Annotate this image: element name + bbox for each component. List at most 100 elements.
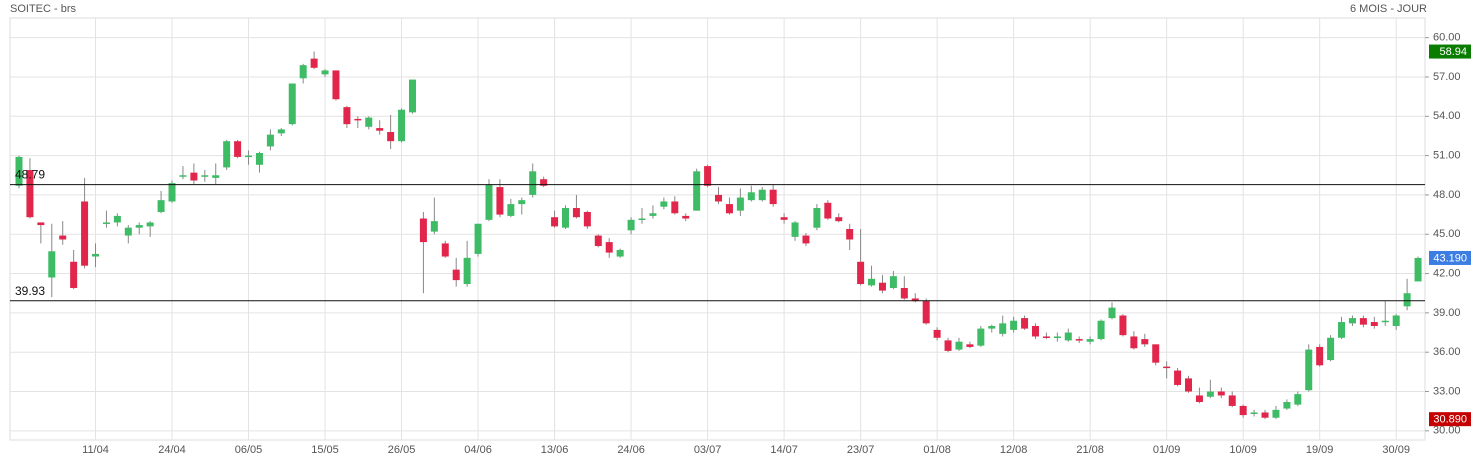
candle-body [846,229,854,240]
candle-body [463,257,471,285]
candle-body [266,134,274,147]
candle-body [1392,315,1400,326]
candle-body [627,219,635,231]
candle-body [81,201,89,266]
y-tick-label: 36.00 [1433,346,1461,358]
candle-body [245,155,253,158]
candle-body [452,269,460,281]
candle-body [1163,366,1171,369]
candle-body [835,217,843,222]
candle-body [1042,336,1050,338]
candle-body [1152,344,1160,363]
candle-body [638,218,646,221]
candle-body [1370,322,1378,326]
y-tick-label: 45.00 [1433,228,1461,240]
candle-body [1108,307,1116,319]
candle-body [911,298,919,302]
candle-body [48,251,56,278]
candle-body [1294,394,1302,405]
candle-body [376,128,384,131]
candle-body [321,70,329,75]
candle-body [408,79,416,113]
candle-body [802,235,810,244]
price-marker-label: 43.190 [1433,252,1467,264]
candle-body [562,208,569,228]
candle-body [671,201,679,214]
candle-body [430,221,438,232]
x-tick-label: 21/08 [1076,444,1104,456]
x-tick-label: 24/06 [617,444,645,456]
candle-body [212,175,220,178]
candle-body [693,171,701,211]
price-marker [1429,44,1471,59]
candle-body [1195,395,1203,402]
candle-body [1097,320,1105,340]
candle-body [354,118,362,121]
candle-body [288,83,296,125]
candle-body [1261,412,1269,418]
candle-body [135,225,143,228]
candle-body [944,340,952,351]
candle-body [1381,320,1389,323]
candle-body [146,222,154,227]
price-marker [1429,412,1471,427]
candle-body [780,217,788,220]
y-tick-label: 42.00 [1433,267,1461,279]
candle-body [1185,378,1193,392]
x-tick-label: 13/06 [541,444,569,456]
candle-body [1130,336,1138,349]
candle-body [1283,401,1291,409]
candle-body [1206,391,1214,397]
candle-body [113,215,121,223]
candle-body [507,204,515,216]
price-marker [1429,250,1471,265]
y-tick-label: 30.00 [1433,425,1461,437]
x-tick-label: 10/09 [1229,444,1257,456]
candle-body [1064,332,1072,341]
x-tick-label: 26/05 [388,444,416,456]
x-tick-label: 11/04 [82,444,109,456]
candle-body [59,235,67,240]
candle-body [1305,349,1313,391]
candle-body [999,323,1007,334]
candle-body [1053,336,1061,338]
level-label: 48.79 [15,168,45,182]
candle-body [1021,318,1029,329]
candle-body [1327,337,1335,361]
candle-body [1239,405,1247,416]
level-label: 39.93 [15,284,45,298]
chart-subtitle: 6 MOIS - JOUR [1350,3,1427,15]
candle-body [277,129,285,134]
candle-body [299,65,307,79]
candle-body [1174,370,1182,385]
y-tick-label: 51.00 [1433,150,1461,162]
candle-body [583,211,591,227]
candle-body [255,152,263,165]
candle-body [1338,322,1346,338]
candle-body [441,243,449,257]
candle-body [1086,339,1094,342]
candle-body [1414,257,1422,282]
candle-body [496,187,504,215]
candle-body [660,201,668,207]
candle-body [857,261,865,285]
candle-body [26,170,34,218]
candle-body [922,301,930,324]
candle-body [704,166,712,186]
candle-body [92,253,100,257]
x-tick-label: 12/08 [1000,444,1028,456]
x-tick-label: 14/07 [770,444,798,456]
x-tick-label: 23/07 [847,444,875,456]
candle-body [1075,339,1083,341]
candle-body [868,278,876,286]
x-tick-label: 24/04 [158,444,186,456]
x-tick-label: 06/05 [235,444,263,456]
candle-body [1348,318,1356,324]
x-tick-label: 03/07 [694,444,722,456]
candle-body [1119,315,1127,336]
candle-body [387,132,395,142]
y-tick-label: 39.00 [1433,307,1461,319]
candle-body [485,184,493,220]
candle-body [124,227,132,236]
